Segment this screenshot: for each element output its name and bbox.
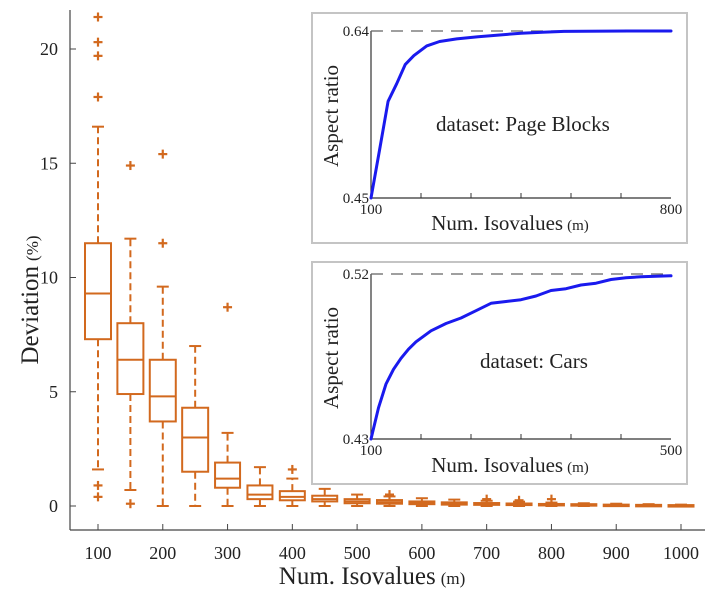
- data-line: [369, 29, 673, 200]
- outlier-marker: [93, 480, 103, 490]
- outlier-marker: [385, 490, 394, 500]
- outlier-marker: [93, 12, 103, 22]
- outlier-marker: [93, 92, 103, 102]
- box-group: [602, 502, 630, 508]
- box: [116, 322, 145, 396]
- x-tick-label: 700: [473, 543, 500, 563]
- box-group: [667, 503, 695, 508]
- outlier-marker: [93, 492, 103, 502]
- outlier-marker: [158, 149, 168, 159]
- y-tick-label: 5: [49, 382, 58, 402]
- outlier-marker: [125, 161, 135, 171]
- box-group: [84, 12, 112, 502]
- outlier-marker: [125, 499, 135, 509]
- inset-page-blocks-annotation: dataset: Page Blocks: [436, 112, 610, 136]
- inset-cars-annotation: dataset: Cars: [480, 349, 588, 373]
- inset-x-tick-label: 800: [660, 202, 683, 218]
- x-tick-label: 300: [214, 543, 241, 563]
- inset-cars-frame: [311, 261, 688, 485]
- box-group: [246, 466, 274, 507]
- inset-cars-y-label: Aspect ratio: [319, 307, 343, 409]
- outlier-marker: [158, 238, 168, 248]
- x-tick-label: 600: [408, 543, 435, 563]
- box-group: [505, 495, 533, 507]
- inset-x-tick-label: 100: [360, 443, 383, 459]
- inset-x-tick-label: 100: [360, 202, 383, 218]
- box-group: [440, 498, 468, 507]
- box-group: [473, 494, 501, 507]
- box: [148, 358, 177, 423]
- main-y-axis-label: Deviation(%): [17, 235, 44, 364]
- y-tick-label: 0: [49, 496, 58, 516]
- inset-cars: 0.43 0.52 100 500 dataset: Cars Aspect rati…: [311, 261, 688, 485]
- box-group: [343, 493, 371, 507]
- outlier-marker: [93, 37, 103, 47]
- y-tick-label: 20: [40, 39, 58, 59]
- y-tick-label: 15: [40, 153, 58, 173]
- box: [181, 406, 210, 473]
- main-x-axis-label: Num. Isovalues (m): [279, 563, 465, 590]
- box-group: [278, 464, 306, 507]
- box-group: [311, 487, 339, 507]
- box-group: [181, 345, 210, 507]
- box-group: [116, 161, 145, 509]
- inset-page-blocks-y-label: Aspect ratio: [319, 65, 343, 167]
- inset-y-tick-label: 0.64: [343, 24, 370, 40]
- box: [246, 484, 274, 501]
- inset-y-tick-label: 0.45: [343, 191, 369, 207]
- box-group: [214, 302, 242, 507]
- box: [84, 242, 112, 341]
- inset-y-tick-label: 0.43: [343, 432, 369, 448]
- box: [278, 490, 306, 502]
- box-group: [537, 494, 565, 507]
- x-tick-label: 100: [85, 543, 112, 563]
- box-group: [376, 490, 403, 507]
- box-group: [408, 497, 436, 507]
- box: [214, 461, 242, 489]
- x-tick-label: 500: [344, 543, 371, 563]
- x-tick-label: 1000: [663, 543, 699, 563]
- outlier-marker: [546, 494, 556, 504]
- data-line: [369, 274, 673, 441]
- outlier-marker: [287, 464, 297, 474]
- outlier-marker: [482, 494, 492, 504]
- box-group: [570, 502, 598, 507]
- inset-page-blocks-frame: [311, 12, 688, 244]
- inset-page-blocks: 0.45 0.64 100 800 dataset: Page Blocks Aspe…: [311, 12, 688, 244]
- outlier-marker: [514, 495, 524, 505]
- inset-y-tick-label: 0.52: [343, 267, 369, 283]
- outlier-marker: [93, 51, 103, 61]
- main-boxplot-panel: 100 200 300 400 500 600 700 800 900 100005101520 …: [17, 10, 705, 590]
- inset-x-tick-label: 500: [660, 443, 683, 459]
- box-group: [148, 149, 177, 507]
- x-tick-label: 900: [603, 543, 630, 563]
- y-tick-label: 10: [40, 268, 58, 288]
- x-tick-label: 400: [279, 543, 306, 563]
- x-tick-label: 800: [538, 543, 565, 563]
- inset-page-blocks-x-label: Num. Isovalues (m): [431, 211, 589, 235]
- x-tick-label: 200: [149, 543, 176, 563]
- inset-cars-x-label: Num. Isovalues (m): [431, 453, 589, 477]
- box-group: [635, 503, 663, 508]
- outlier-marker: [223, 302, 233, 312]
